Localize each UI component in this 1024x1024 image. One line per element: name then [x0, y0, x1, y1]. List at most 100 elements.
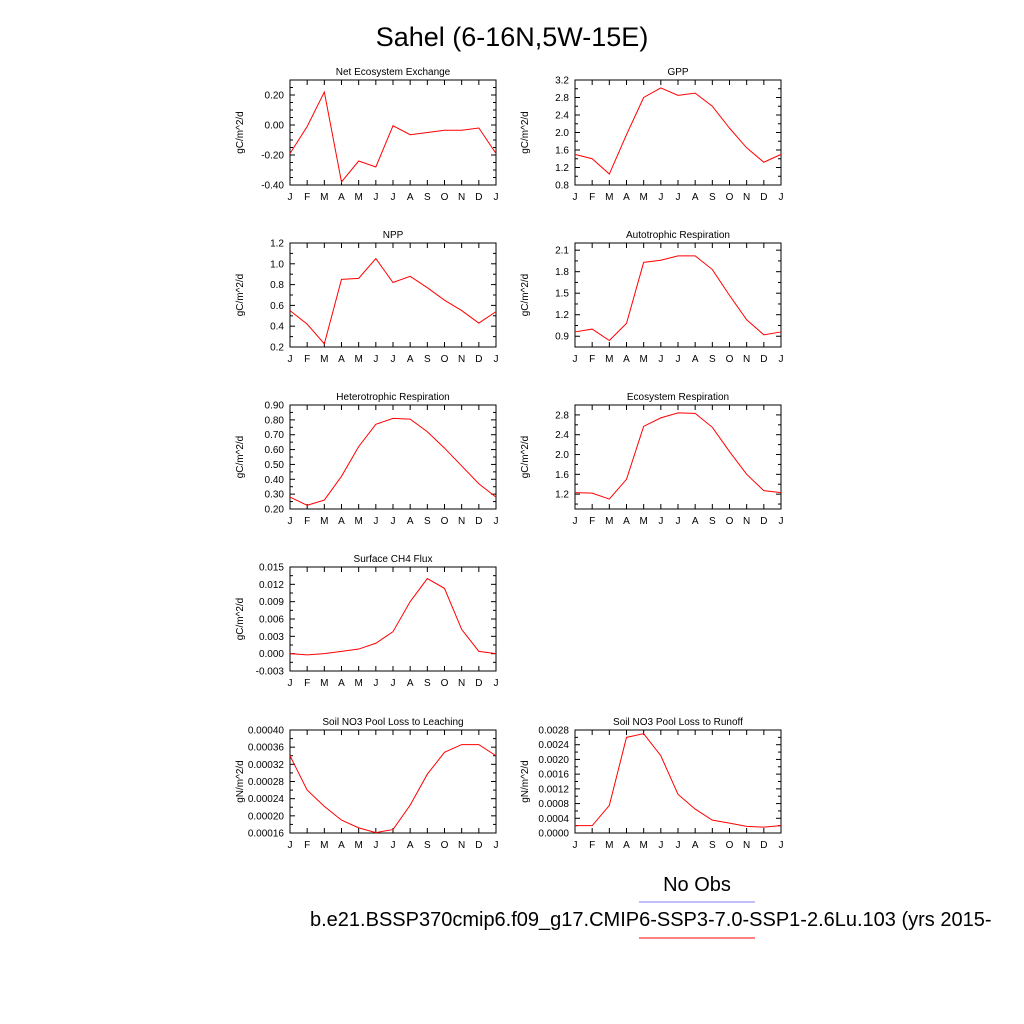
x-tick-label: O [441, 840, 449, 851]
x-tick-label: M [354, 678, 362, 689]
x-tick-label: J [779, 192, 784, 203]
x-tick-label: J [676, 192, 681, 203]
x-tick-label: J [494, 516, 499, 527]
y-tick-label: 0.90 [265, 401, 285, 412]
x-tick-label: J [288, 354, 293, 365]
legend-model-label: b.e21.BSSP370cmip6.f09_g17.CMIP6-SSP3-7.… [310, 909, 992, 931]
x-tick-label: N [743, 354, 750, 365]
x-tick-label: S [709, 192, 716, 203]
y-tick-label: 0.0004 [538, 814, 569, 825]
panel-title: GPP [667, 67, 688, 78]
x-tick-label: J [494, 840, 499, 851]
series-line [574, 87, 782, 175]
y-axis-label: gC/m^2/d [520, 111, 531, 154]
y-axis-label: gC/m^2/d [235, 598, 246, 641]
x-tick-label: J [494, 678, 499, 689]
x-tick-label: A [692, 192, 699, 203]
y-axis-label: gN/m^2/d [235, 760, 246, 803]
x-tick-label: A [623, 354, 630, 365]
y-tick-label: 0.00020 [248, 811, 285, 822]
x-tick-label: D [760, 192, 767, 203]
x-tick-label: M [354, 192, 362, 203]
panel-title: Net Ecosystem Exchange [336, 67, 451, 78]
x-tick-label: D [475, 840, 482, 851]
x-tick-label: J [676, 840, 681, 851]
plot-frame [289, 404, 497, 510]
y-tick-label: 3.2 [555, 76, 569, 87]
x-tick-label: J [658, 516, 663, 527]
x-tick-label: M [320, 192, 328, 203]
y-tick-label: 1.8 [555, 267, 569, 278]
y-axis-label: gC/m^2/d [235, 274, 246, 317]
series-line [575, 733, 782, 828]
y-tick-label: 1.2 [270, 239, 284, 250]
x-tick-label: J [373, 192, 378, 203]
y-tick-label: 0.009 [259, 597, 284, 608]
series-line [289, 417, 497, 506]
x-tick-label: J [373, 354, 378, 365]
x-tick-label: O [726, 192, 734, 203]
x-tick-label: M [639, 516, 647, 527]
x-tick-label: J [494, 354, 499, 365]
plot-frame [574, 242, 782, 348]
x-tick-label: O [726, 516, 734, 527]
y-tick-label: 0.0020 [538, 755, 569, 766]
y-tick-label: 0.40 [265, 475, 285, 486]
x-tick-label: D [475, 678, 482, 689]
x-tick-label: M [320, 354, 328, 365]
x-tick-label: A [623, 192, 630, 203]
panel-title: Surface CH4 Flux [354, 554, 433, 565]
x-tick-label: O [441, 354, 449, 365]
panel-title: Autotrophic Respiration [626, 230, 730, 241]
y-tick-label: 0.00028 [248, 777, 285, 788]
x-tick-label: M [605, 354, 613, 365]
y-tick-label: 2.8 [555, 93, 569, 104]
y-tick-label: -0.40 [261, 181, 284, 192]
x-tick-label: S [424, 840, 431, 851]
figure-title: Sahel (6-16N,5W-15E) [376, 22, 649, 52]
x-tick-label: D [475, 354, 482, 365]
x-tick-label: N [458, 840, 465, 851]
x-tick-label: N [743, 516, 750, 527]
y-tick-label: 1.5 [555, 289, 569, 300]
y-tick-label: -0.003 [256, 667, 285, 678]
x-tick-label: O [441, 678, 449, 689]
x-tick-label: J [658, 192, 663, 203]
x-tick-label: J [779, 354, 784, 365]
x-tick-label: J [288, 192, 293, 203]
x-tick-label: A [338, 354, 345, 365]
y-axis-label: gC/m^2/d [235, 436, 246, 479]
y-tick-label: 1.6 [555, 146, 569, 157]
y-tick-label: 0.0024 [538, 740, 569, 751]
y-tick-label: 0.4 [270, 322, 284, 333]
x-tick-label: M [605, 192, 613, 203]
series-line [289, 257, 497, 345]
y-tick-label: -0.20 [261, 151, 284, 162]
y-tick-label: 0.00 [265, 121, 285, 132]
x-tick-label: A [407, 678, 414, 689]
x-tick-label: D [475, 516, 482, 527]
x-tick-label: F [589, 840, 595, 851]
x-tick-label: A [692, 354, 699, 365]
y-tick-label: 0.00024 [248, 794, 285, 805]
x-tick-label: A [338, 840, 345, 851]
panel-title: Heterotrophic Respiration [336, 392, 449, 403]
x-tick-label: J [779, 516, 784, 527]
legend-obs-label: No Obs [663, 874, 731, 896]
y-tick-label: 0.30 [265, 490, 285, 501]
x-tick-label: N [743, 192, 750, 203]
y-tick-label: 0.6 [270, 301, 284, 312]
x-tick-label: N [458, 516, 465, 527]
x-tick-label: F [304, 678, 310, 689]
x-tick-label: O [726, 354, 734, 365]
x-tick-label: J [573, 516, 578, 527]
series-line [574, 255, 782, 342]
y-tick-label: 2.8 [555, 410, 569, 421]
panel-title: Soil NO3 Pool Loss to Leaching [322, 717, 463, 728]
x-tick-label: M [320, 678, 328, 689]
x-tick-label: A [623, 840, 630, 851]
x-tick-label: S [424, 678, 431, 689]
